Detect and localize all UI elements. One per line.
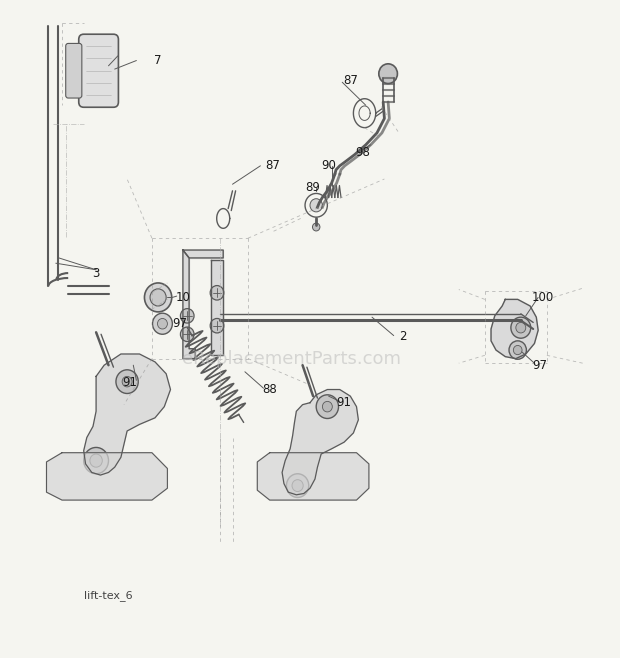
Circle shape <box>379 64 397 84</box>
FancyBboxPatch shape <box>66 43 82 98</box>
FancyBboxPatch shape <box>79 34 118 107</box>
Circle shape <box>286 474 309 497</box>
Text: 98: 98 <box>355 146 370 159</box>
Circle shape <box>310 199 322 212</box>
Text: 3: 3 <box>92 266 100 280</box>
Polygon shape <box>211 260 223 355</box>
Circle shape <box>292 480 303 492</box>
Text: 87: 87 <box>343 74 358 87</box>
Circle shape <box>322 401 332 412</box>
Polygon shape <box>46 453 167 500</box>
Circle shape <box>312 223 320 231</box>
Polygon shape <box>183 250 195 359</box>
Circle shape <box>511 317 531 338</box>
Text: 89: 89 <box>306 181 321 194</box>
Text: 2: 2 <box>399 330 407 343</box>
Circle shape <box>210 318 224 333</box>
Text: 10: 10 <box>175 291 190 304</box>
Text: lift-tex_6: lift-tex_6 <box>84 590 133 601</box>
Circle shape <box>122 376 132 387</box>
Text: 91: 91 <box>337 396 352 409</box>
Circle shape <box>516 322 526 333</box>
Circle shape <box>180 327 194 342</box>
Polygon shape <box>282 390 358 495</box>
Circle shape <box>150 289 166 306</box>
Polygon shape <box>183 250 223 258</box>
Text: 88: 88 <box>262 383 277 396</box>
Circle shape <box>509 341 526 359</box>
Text: eReplacementParts.com: eReplacementParts.com <box>182 349 401 368</box>
Text: 91: 91 <box>123 376 138 390</box>
Polygon shape <box>491 299 538 359</box>
Circle shape <box>116 370 138 393</box>
Polygon shape <box>84 354 170 475</box>
Circle shape <box>180 309 194 323</box>
Circle shape <box>90 454 102 467</box>
Text: 87: 87 <box>265 159 280 172</box>
Text: 90: 90 <box>321 159 336 172</box>
Text: 7: 7 <box>154 54 162 67</box>
Circle shape <box>513 345 522 355</box>
Circle shape <box>144 283 172 312</box>
Circle shape <box>157 318 167 329</box>
Text: 100: 100 <box>531 291 554 304</box>
Circle shape <box>316 395 339 418</box>
Circle shape <box>84 447 108 474</box>
Text: 97: 97 <box>532 359 547 372</box>
Circle shape <box>153 313 172 334</box>
Polygon shape <box>257 453 369 500</box>
Circle shape <box>210 286 224 300</box>
Text: 97: 97 <box>172 317 187 330</box>
